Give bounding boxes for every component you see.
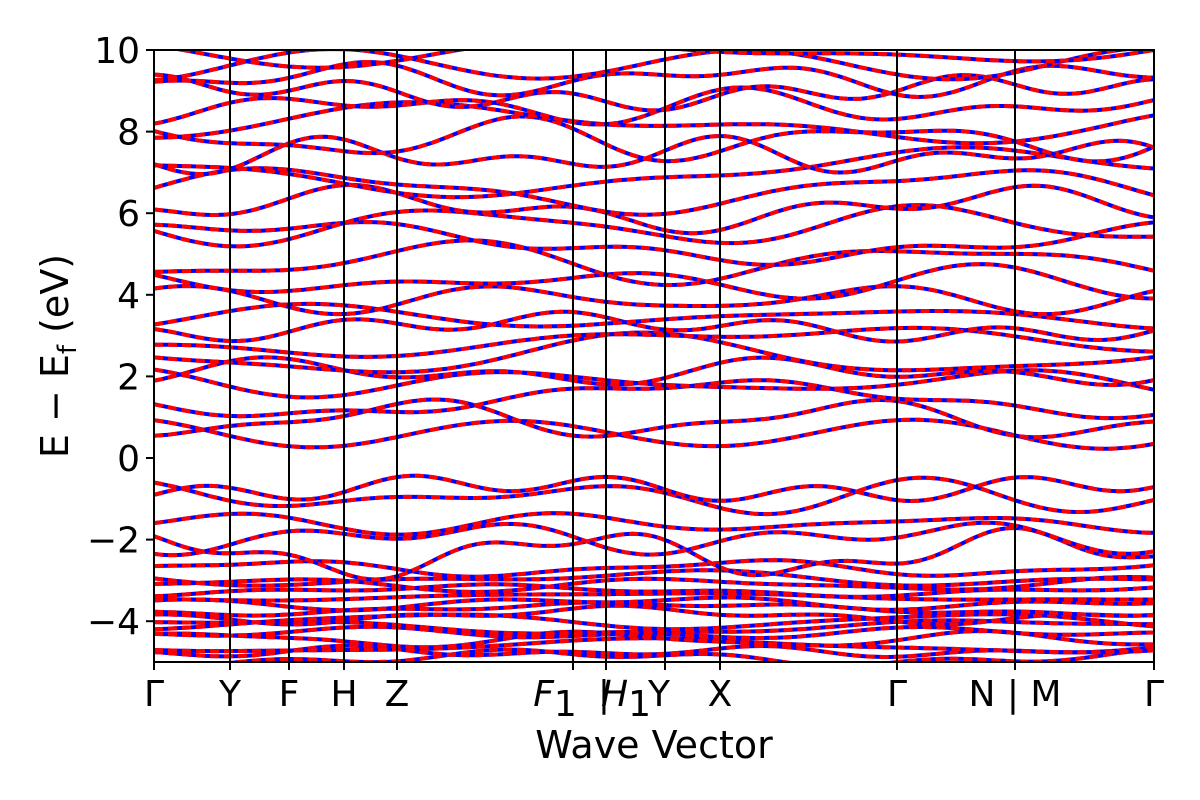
x-tick-label-5: F1	[533, 674, 577, 725]
y-tick-label-4: 4	[117, 276, 140, 317]
y-ticks: −4 −2 0 2 4 6 8 10	[87, 31, 154, 643]
x-tick-label-10: Γ	[887, 674, 907, 715]
band-line-16-series-1	[154, 520, 1154, 558]
band-line-10-series-1	[154, 591, 1154, 603]
band-line-22-series-0	[154, 378, 1154, 421]
band-line-29-series-1	[154, 284, 1154, 317]
band-line-37-series-1	[154, 134, 1154, 176]
band-line-25-series-1	[154, 330, 1154, 375]
y-tick-label-0: −4	[87, 602, 140, 643]
band-line-23-series-1	[154, 367, 1154, 400]
x-tick-label-main-7: H	[601, 674, 628, 715]
band-line-41-series-1	[154, 72, 1154, 113]
x-tick-label-sub-5: 1	[554, 684, 577, 725]
band-line-9-series-0	[154, 595, 1154, 613]
band-line-8-series-1	[154, 600, 1154, 618]
x-tick-label-7: H1	[601, 674, 651, 725]
x-tick-label-9: X	[708, 674, 733, 715]
x-tick-label-2: F	[279, 674, 300, 715]
x-tick-label-1: Y	[218, 674, 242, 715]
band-line-31-series-1	[154, 238, 1154, 287]
band-line-40-series-0	[154, 85, 1154, 127]
y-tick-label-3: 2	[117, 357, 140, 398]
band-line-13-series-1	[154, 568, 1154, 588]
bands-layer	[154, 50, 1154, 662]
y-axis-title-unit: (eV)	[33, 254, 77, 345]
band-line-39-series-1	[154, 100, 1154, 146]
band-line-14-series-0	[154, 558, 1154, 579]
band-line-12-series-1	[154, 575, 1154, 594]
band-line-2-series-1	[154, 636, 1154, 655]
band-line-4-series-1	[154, 624, 1154, 640]
band-line-28-series-1	[154, 301, 1154, 331]
y-tick-label-5: 6	[117, 194, 140, 235]
band-line-34-series-1	[154, 183, 1154, 236]
band-line-38-series-0	[154, 114, 1154, 164]
y-axis-title: E − Ef (eV)	[33, 254, 83, 458]
y-tick-label-6: 8	[117, 113, 140, 154]
x-axis-title: Wave Vector	[535, 723, 773, 767]
x-tick-label-6: |	[598, 674, 610, 715]
band-line-43-series-1	[154, 50, 1144, 83]
band-line-26-series-0	[154, 325, 1154, 359]
band-line-27-series-1	[154, 309, 1154, 344]
x-tick-label-4: Z	[385, 674, 410, 715]
y-tick-label-7: 10	[94, 31, 140, 72]
band-line-32-series-0	[154, 220, 1154, 267]
band-line-33-series-1	[154, 203, 1154, 249]
band-line-40-series-1	[154, 85, 1154, 127]
y-tick-label-2: 0	[117, 439, 140, 480]
x-tick-label-12: Γ	[1144, 674, 1164, 715]
x-tick-label-3: H	[330, 674, 357, 715]
band-line-6-series-1	[154, 612, 1154, 632]
y-axis-title-main: E − E	[33, 354, 77, 458]
x-tick-label-sub-7: 1	[628, 684, 651, 725]
band-line-36-series-0	[154, 145, 1154, 200]
band-line-18-series-0	[154, 475, 1154, 517]
band-line-30-series-1	[154, 262, 1154, 301]
band-line-15-series-1	[154, 526, 1154, 582]
x-tick-label-main-5: F	[533, 674, 555, 715]
plot-frame	[153, 49, 1155, 663]
x-tick-label-0: Γ	[144, 674, 164, 715]
band-line-19-series-1	[154, 473, 1154, 503]
y-tick-label-1: −2	[87, 521, 140, 562]
band-line-44-series-1	[171, 50, 1154, 70]
y-axis-title-subscript: f	[53, 344, 83, 354]
band-line-7-series-0	[154, 603, 1154, 627]
band-line-35-series-1	[154, 166, 1154, 217]
x-tick-label-11: N | M	[968, 674, 1061, 715]
band-line-17-series-1	[154, 511, 1154, 537]
band-line-21-series-1	[154, 397, 1154, 440]
band-line-24-series-1	[154, 355, 1154, 387]
x-tick-label-8: Y	[647, 674, 671, 715]
kpath-lines	[229, 50, 1016, 662]
band-line-18-series-1	[154, 475, 1154, 517]
